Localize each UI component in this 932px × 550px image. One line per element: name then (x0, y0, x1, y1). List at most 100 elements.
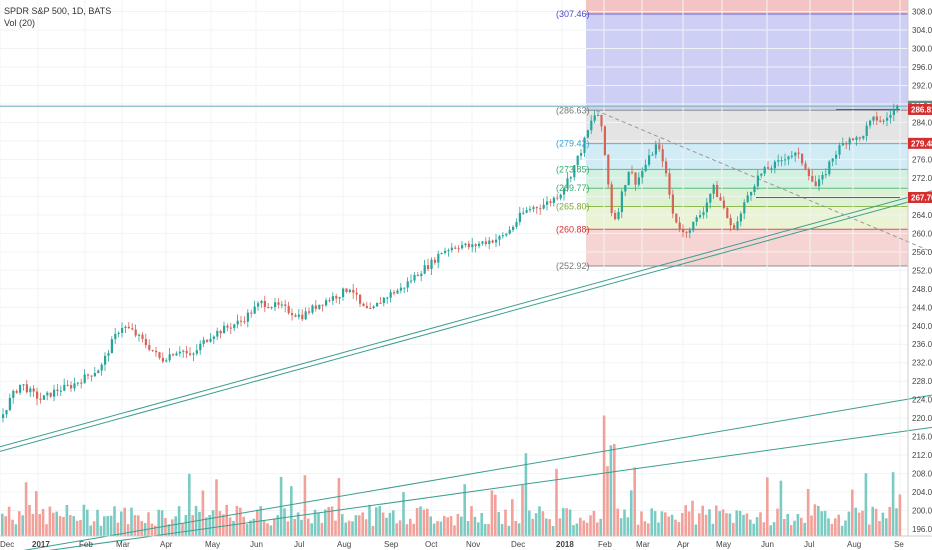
candle-body (644, 164, 647, 172)
volume-bar (820, 511, 823, 536)
volume-indicator-label[interactable]: Vol (20) (4, 18, 36, 28)
volume-bar (31, 513, 35, 536)
symbol-title[interactable]: SPDR S&P 500, 1D, BATS (4, 6, 112, 16)
volume-bar (660, 511, 664, 536)
volume-bar (215, 479, 218, 536)
volume-bar (439, 521, 443, 536)
volume-bar (419, 506, 422, 536)
volume-bar (327, 507, 330, 536)
candle-body (726, 207, 729, 219)
volume-bar (674, 519, 677, 536)
volume-bar (769, 525, 772, 536)
candle-body (539, 208, 542, 210)
time-tick-label: Jun (761, 540, 774, 549)
candle-body (729, 218, 732, 226)
price-tag-bg (908, 137, 932, 149)
price-tick-label: 252.00 (912, 266, 932, 275)
candle-body (848, 138, 851, 145)
volume-bar (483, 524, 487, 536)
volume-bar (18, 511, 21, 536)
volume-bar (256, 509, 259, 536)
volume-bar (116, 522, 120, 536)
volume-bar (130, 507, 133, 536)
volume-bar (895, 508, 898, 536)
price-tick-label: 272.00 (912, 174, 932, 183)
candle-body (87, 374, 90, 376)
candle-body (549, 201, 552, 203)
volume-bar (65, 505, 69, 536)
volume-bar (891, 472, 895, 536)
volume-bar (800, 517, 803, 536)
candle-body (501, 235, 504, 237)
volume-bar (453, 525, 456, 536)
candle-body (348, 289, 351, 292)
price-tick-label: 232.00 (912, 359, 932, 368)
candle-body (127, 326, 130, 329)
volume-bar (885, 518, 888, 536)
price-tick-label: 208.00 (912, 470, 932, 479)
fib-label-5: (265.80) (556, 202, 590, 212)
price-tick-label: 204.00 (912, 488, 932, 497)
time-tick-label: Jul (294, 540, 304, 549)
price-axis[interactable]: 196.00 200.00 204.00 208.00 212.00 216.00 220.… (907, 0, 932, 536)
candle-body (15, 390, 18, 393)
volume-bar (592, 510, 596, 536)
candle-body (838, 145, 841, 155)
volume-bar (72, 516, 75, 536)
volume-bar (473, 516, 477, 536)
candle-body (318, 304, 321, 309)
candle-body (243, 321, 246, 323)
candle-body (695, 217, 698, 222)
price-tick-label: 308.00 (912, 8, 932, 17)
volume-bar (392, 510, 395, 536)
candle-body (280, 304, 283, 306)
volume-bar (636, 524, 640, 536)
volume-bar (507, 525, 511, 536)
volume-bar (201, 490, 205, 536)
volume-bar (534, 513, 538, 536)
candle-body (437, 253, 440, 263)
candle-body (376, 302, 379, 307)
candle-body (246, 312, 249, 322)
price-tick-label: 260.00 (912, 229, 932, 238)
candle-body (189, 353, 192, 355)
volume-bar (92, 521, 96, 536)
price-tick-label: 196.00 (912, 525, 932, 534)
candle-body (66, 384, 69, 386)
candle-body (219, 330, 222, 334)
volume-bar (358, 515, 361, 536)
volume-bar (58, 516, 62, 536)
volume-bar (572, 525, 575, 536)
time-axis[interactable]: Dec 2017 Feb Mar Apr May Jun Jul Aug Sep Oct Nov Dec… (0, 535, 932, 549)
volume-bar (123, 507, 126, 536)
volume-bar (409, 518, 412, 536)
volume-bar (41, 509, 45, 536)
candle-body (739, 213, 742, 222)
volume-bar (324, 509, 327, 536)
candle-body (396, 290, 399, 294)
volume-bar (160, 510, 164, 536)
price-tag-label: 286.81 (911, 105, 932, 114)
trend-lines[interactable] (0, 105, 932, 550)
volume-bar (62, 516, 65, 536)
volume-bar (300, 519, 303, 536)
volume-bar (225, 504, 228, 536)
price-tag-bg (908, 103, 932, 115)
volume-bar (249, 520, 252, 536)
candle-body (209, 338, 212, 342)
time-tick-label: Apr (160, 540, 173, 549)
price-tag-label: 267.76 (911, 193, 932, 202)
candle-body (542, 204, 545, 209)
candle-body (580, 152, 583, 156)
candle-body (896, 105, 899, 110)
volume-bar (126, 524, 130, 536)
volume-bar (555, 468, 558, 536)
candle-body (83, 374, 86, 384)
volume-bar (222, 514, 225, 536)
volume-bar (1, 513, 4, 536)
volume-bar (381, 512, 385, 536)
price-tick-label: 292.00 (912, 81, 932, 90)
volume-bar (643, 521, 647, 536)
volume-bar (847, 511, 851, 536)
